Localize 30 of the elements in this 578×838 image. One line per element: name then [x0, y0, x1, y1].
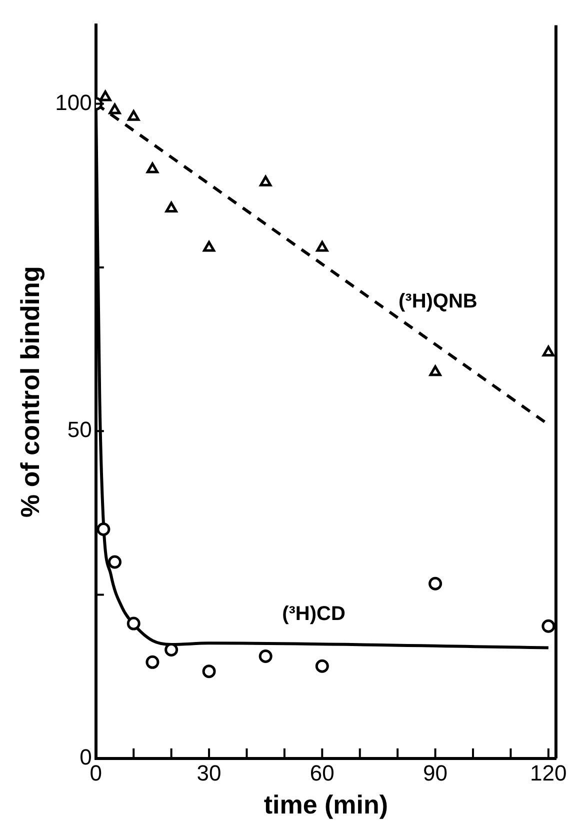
- point: [315, 659, 329, 673]
- series-label: (³H)QNB: [398, 290, 478, 313]
- point: [108, 104, 121, 114]
- x-tick-label: 120: [530, 760, 567, 786]
- x-tick-label: 60: [310, 760, 334, 786]
- point: [316, 241, 328, 252]
- y-tick-label: 50: [67, 417, 92, 442]
- point: [146, 655, 160, 669]
- point: [146, 162, 158, 174]
- point: [429, 365, 442, 376]
- y-tick-label: 100: [55, 90, 92, 115]
- point: [108, 555, 122, 569]
- y-axis-title: % of control binding: [14, 266, 45, 518]
- point: [258, 650, 272, 664]
- point: [165, 202, 178, 212]
- point: [99, 90, 112, 102]
- point: [128, 110, 140, 121]
- x-tick-label: 90: [423, 760, 448, 786]
- point: [126, 616, 140, 630]
- x-tick-label: 30: [196, 760, 222, 786]
- point: [542, 346, 554, 357]
- point: [428, 576, 442, 590]
- y-tick-label: 0: [80, 744, 92, 770]
- point: [260, 176, 272, 186]
- point: [542, 619, 556, 633]
- point: [202, 664, 216, 678]
- series-label: (³H)CD: [282, 602, 346, 625]
- point: [96, 522, 110, 536]
- x-axis-title: time (min): [264, 790, 388, 820]
- point: [203, 241, 216, 252]
